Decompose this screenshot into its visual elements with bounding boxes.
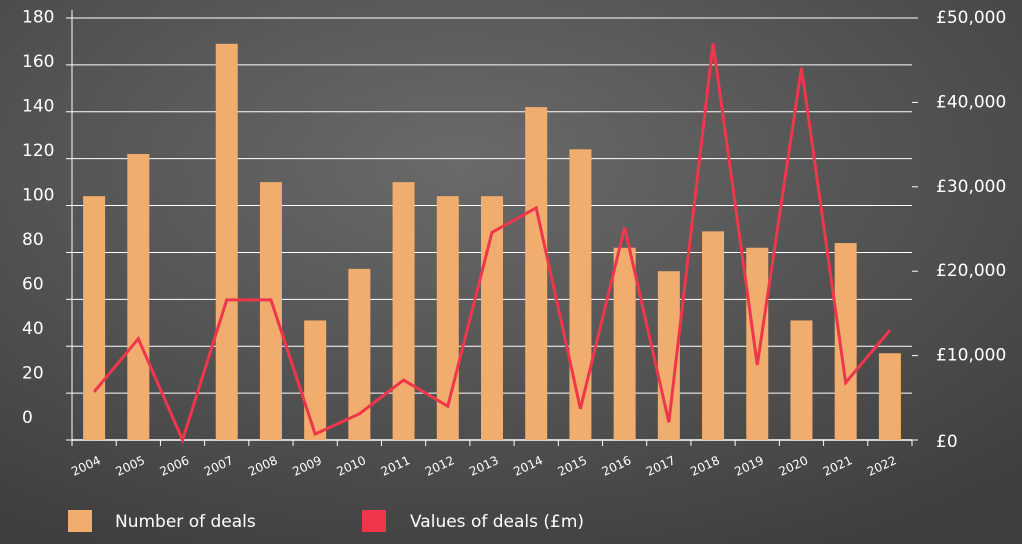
bar [835,243,857,440]
y2-tick-label: £40,000 [936,92,1006,112]
bar [393,182,415,440]
y-tick-label: 20 [22,364,44,384]
y-tick-label: 60 [22,275,44,295]
bar [127,154,149,440]
legend-label: Number of deals [115,512,256,532]
bar [702,231,724,440]
chart: 0 20 40 60 80 100 120 140 160 180 £0 £10,000 £20,000… [0,0,1022,544]
bar [83,196,105,440]
y2-tick-label: £30,000 [936,177,1006,197]
legend-label: Values of deals (£m) [410,512,584,532]
y2-tick-label: £10,000 [936,346,1006,366]
y-tick-label: 140 [22,97,54,117]
background [0,0,1022,544]
page: {"chart_data": {"type": "bar-line", "cat… [0,0,1022,544]
legend-swatch [362,510,386,532]
bar [569,149,591,440]
bar [216,44,238,440]
y-tick-label: 40 [22,319,44,339]
bar [260,182,282,440]
y2-tick-label: £0 [936,432,958,452]
bar [525,107,547,440]
legend-swatch [68,510,92,532]
bar [879,353,901,440]
y-tick-label: 160 [22,52,54,72]
y-tick-label: 180 [22,8,54,28]
y-tick-label: 0 [22,408,33,428]
bar [304,320,326,440]
y-tick-label: 120 [22,141,54,161]
y2-tick-label: £50,000 [936,8,1006,28]
bar [746,248,768,440]
y-tick-label: 80 [22,230,44,250]
y-tick-label: 100 [22,186,54,206]
bar [614,248,636,440]
y2-tick-label: £20,000 [936,261,1006,281]
bar [790,320,812,440]
